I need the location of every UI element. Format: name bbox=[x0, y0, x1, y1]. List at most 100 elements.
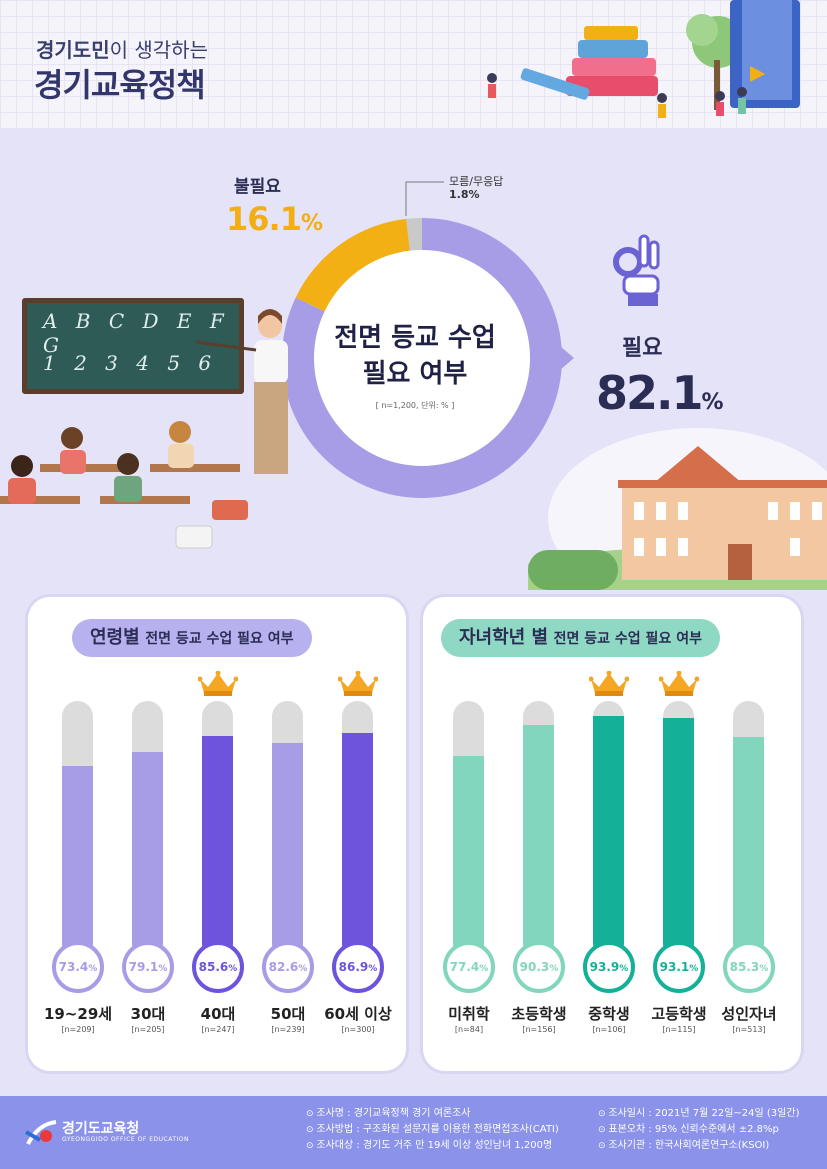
donut-slice-2 bbox=[406, 218, 422, 259]
bar-sample-size: [n=513] bbox=[732, 1025, 766, 1034]
logo-icon bbox=[25, 1120, 57, 1145]
student-body-b bbox=[168, 444, 194, 468]
bar-value-badge: 90.3% bbox=[513, 941, 565, 993]
bar-sample-size: [n=106] bbox=[592, 1025, 626, 1034]
book-4-icon bbox=[584, 26, 638, 40]
teacher-hair bbox=[258, 309, 282, 324]
value-unknown: 1.8% bbox=[449, 188, 480, 201]
logo-text: 경기도교육청 bbox=[62, 1121, 140, 1137]
donut-svg bbox=[282, 218, 574, 498]
teacher-pants bbox=[254, 382, 288, 474]
student-icon-2 bbox=[657, 93, 667, 103]
student-body bbox=[488, 84, 496, 98]
book-2-icon bbox=[572, 58, 656, 76]
bar-value: 77.4 bbox=[449, 960, 480, 974]
school-building bbox=[622, 484, 827, 580]
desk-3 bbox=[100, 496, 190, 504]
donut-slice-1 bbox=[295, 218, 411, 315]
grade-bar-chart: 77.4% 미취학 [n=84] 90.3% 초등학생 [n=156] 93.9% 중학생 [n… bbox=[423, 671, 801, 1037]
bar-category-label: 고등학생 bbox=[651, 1005, 707, 1023]
bar-value: 79.1 bbox=[128, 960, 159, 974]
school-illustration bbox=[528, 428, 827, 590]
bar-value-badge: 79.1% bbox=[122, 941, 174, 993]
student-body-d bbox=[8, 478, 36, 504]
crown-icon bbox=[338, 671, 378, 696]
bar-category-label: 미취학 bbox=[448, 1005, 490, 1023]
label-unknown: 모름/무응답 bbox=[449, 175, 504, 188]
crown-icon bbox=[659, 671, 699, 696]
page-subtitle: 경기도민이 생각하는 bbox=[36, 38, 208, 62]
survey-target: 조사대상 : 경기도 거주 만 19세 이상 성인남녀 1,200명 bbox=[306, 1138, 559, 1154]
bar-category-label: 19~29세 bbox=[43, 1005, 113, 1023]
bar-value-badge: 82.6% bbox=[262, 941, 314, 993]
board-letters: A B C D E F G bbox=[43, 309, 230, 357]
value-unneeded: 16.1% bbox=[226, 200, 323, 238]
grade-panel: 자녀학년 별 전면 등교 수업 필요 여부 77.4% 미취학 [n=84] 90.3… bbox=[423, 597, 801, 1071]
leader-line bbox=[405, 181, 444, 216]
survey-org: 조사기관 : 한국사회여론연구소(KSOI) bbox=[598, 1138, 799, 1154]
bar-fill bbox=[202, 736, 233, 959]
bar-track bbox=[733, 701, 764, 959]
bar-fill bbox=[663, 718, 694, 959]
teacher-shirt bbox=[254, 340, 288, 384]
logo-subtext: GYEONGGIDO OFFICE OF EDUCATION bbox=[62, 1136, 189, 1143]
bar-track bbox=[62, 701, 93, 959]
crown-icon bbox=[589, 671, 629, 696]
donut-pointer bbox=[560, 346, 574, 370]
bar-track bbox=[202, 701, 233, 959]
bar-fill bbox=[272, 743, 303, 959]
bar-value-badge: 85.3% bbox=[723, 941, 775, 993]
bar-fill bbox=[342, 733, 373, 959]
student-head-3 bbox=[117, 453, 139, 475]
book-3-icon bbox=[578, 40, 648, 58]
board-numbers: 1 2 3 4 5 6 bbox=[43, 351, 218, 375]
bar-track bbox=[132, 701, 163, 959]
survey-method: 조사방법 : 구조화된 설문지를 이용한 전화면접조사(CATI) bbox=[306, 1122, 558, 1138]
desk-2 bbox=[150, 464, 240, 472]
age-bar-chart: 73.4% 19~29세 [n=209] 79.1% 30대 [n=205] 85.6% 40… bbox=[28, 671, 406, 1037]
student-body-3 bbox=[716, 102, 724, 116]
survey-date: 조사일시 : 2021년 7월 22일~24일 (3일간) bbox=[598, 1106, 799, 1122]
student-head-2 bbox=[169, 421, 191, 443]
bar-fill bbox=[453, 756, 484, 959]
bar-category-label: 50대 bbox=[270, 1005, 306, 1023]
bar-value: 86.9 bbox=[338, 960, 369, 974]
school-roof-band bbox=[618, 480, 827, 488]
school-windows bbox=[634, 502, 822, 556]
bar-value: 73.4 bbox=[58, 960, 89, 974]
pencil-icon bbox=[520, 68, 590, 100]
chalkboard: A B C D E F G 1 2 3 4 5 6 bbox=[22, 298, 244, 394]
grade-panel-title: 자녀학년 별 전면 등교 수업 필요 여부 bbox=[441, 619, 720, 657]
page-title: 경기교육정책 bbox=[34, 66, 206, 104]
donut-note: [ n=1,200, 단위: % ] bbox=[375, 401, 455, 410]
value-needed: 82.1% bbox=[596, 366, 724, 420]
student-head-1 bbox=[61, 427, 83, 449]
ok-hand-icon bbox=[613, 234, 660, 306]
bar-value-badge: 85.6% bbox=[192, 941, 244, 993]
bar-value: 90.3 bbox=[519, 960, 550, 974]
bar-sample-size: [n=84] bbox=[454, 1025, 484, 1034]
bar-value: 93.9 bbox=[589, 960, 620, 974]
bar-track bbox=[453, 701, 484, 959]
bookmark-icon bbox=[750, 66, 765, 82]
bar-track bbox=[523, 701, 554, 959]
student-body-c bbox=[114, 476, 142, 502]
bar-category-label: 성인자녀 bbox=[721, 1005, 777, 1023]
bar-value-badge: 77.4% bbox=[443, 941, 495, 993]
donut-title: 전면 등교 수업 필요 여부 bbox=[334, 323, 496, 389]
bar-sample-size: [n=247] bbox=[201, 1025, 235, 1034]
age-panel: 연령별 전면 등교 수업 필요 여부 73.4% 19~29세 [n=209] 79.… bbox=[28, 597, 406, 1071]
student-icon bbox=[487, 73, 497, 83]
bar-track bbox=[342, 701, 373, 959]
bar-value-badge: 93.9% bbox=[583, 941, 635, 993]
bar-value: 93.1 bbox=[659, 960, 690, 974]
bar-value-badge: 73.4% bbox=[52, 941, 104, 993]
teacher-head bbox=[258, 314, 282, 338]
bar-sample-size: [n=300] bbox=[341, 1025, 375, 1034]
desk-1 bbox=[40, 464, 136, 472]
classroom-illustration bbox=[0, 309, 288, 549]
bar-value-badge: 93.1% bbox=[653, 941, 705, 993]
bar-sample-size: [n=205] bbox=[131, 1025, 165, 1034]
bar-sample-size: [n=156] bbox=[522, 1025, 556, 1034]
bar-value: 82.6 bbox=[268, 960, 299, 974]
